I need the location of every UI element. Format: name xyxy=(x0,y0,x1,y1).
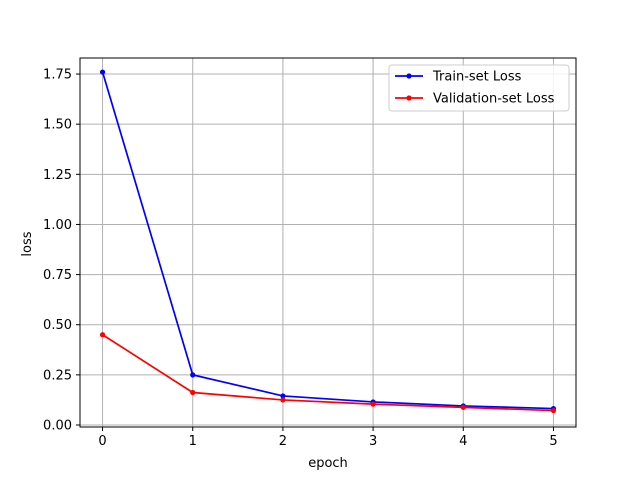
x-tick-label-3: 3 xyxy=(369,434,377,449)
legend-box xyxy=(388,64,570,112)
plot-frame xyxy=(79,57,577,428)
y-tick-label-7: 1.75 xyxy=(43,68,72,83)
series-layer xyxy=(99,69,557,414)
y-tick-label-2: 0.50 xyxy=(43,318,72,333)
legend-marker-0 xyxy=(406,73,412,79)
y-axis-label: loss xyxy=(20,231,35,256)
series-line-0 xyxy=(101,71,554,410)
series-1 xyxy=(99,332,557,414)
legend: Train-set Loss Validation-set Loss xyxy=(388,64,570,112)
legend-label-0: Train-set Loss xyxy=(432,70,522,85)
data-point-1-5 xyxy=(550,407,557,414)
x-tick-label-5: 5 xyxy=(549,434,557,449)
y-tick-label-6: 1.50 xyxy=(43,118,72,133)
y-tick-label-4: 1.00 xyxy=(43,218,72,233)
data-point-1-2 xyxy=(280,397,286,403)
y-tick-label-0: 0.00 xyxy=(43,418,72,433)
x-tick-label-2: 2 xyxy=(279,434,287,449)
data-point-0-0 xyxy=(99,69,106,75)
x-tick-label-4: 4 xyxy=(459,434,467,449)
y-axis-ticks: 0.00 0.25 0.50 0.75 1.00 1.25 1.50 1.75 xyxy=(43,68,80,433)
x-tick-label-0: 0 xyxy=(98,434,106,449)
data-point-1-3 xyxy=(370,401,376,407)
y-tick-label-3: 0.75 xyxy=(43,268,72,283)
y-tick-label-5: 1.25 xyxy=(43,168,72,183)
data-point-0-2 xyxy=(280,393,286,399)
y-tick-label-1: 0.25 xyxy=(43,368,72,383)
series-line-1 xyxy=(102,334,554,412)
legend-label-1: Validation-set Loss xyxy=(433,92,555,107)
x-axis-label: epoch xyxy=(308,456,348,471)
x-axis-ticks: 0 1 2 3 4 5 xyxy=(98,427,558,449)
data-point-1-1 xyxy=(190,389,196,396)
data-point-1-0 xyxy=(99,332,106,338)
data-point-0-1 xyxy=(190,372,196,378)
data-point-1-4 xyxy=(460,404,466,410)
grid xyxy=(80,58,576,427)
legend-marker-1 xyxy=(406,95,412,101)
x-tick-label-1: 1 xyxy=(189,434,197,449)
